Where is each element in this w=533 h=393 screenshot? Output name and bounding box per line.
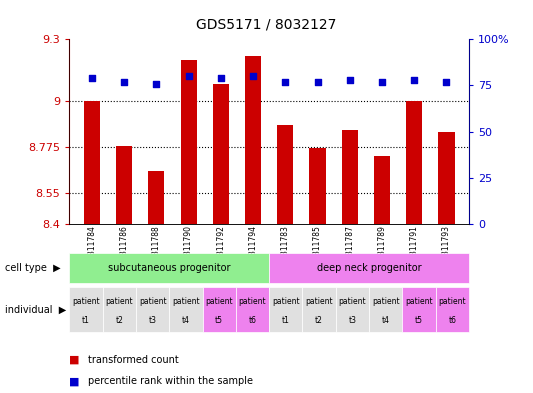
Text: patient: patient bbox=[106, 297, 133, 306]
Text: t3: t3 bbox=[349, 316, 357, 325]
Point bbox=[313, 79, 322, 85]
Text: cell type  ▶: cell type ▶ bbox=[5, 263, 61, 273]
Bar bbox=[213, 84, 229, 224]
Bar bbox=[169, 287, 203, 332]
Point bbox=[345, 77, 354, 83]
Point bbox=[378, 79, 386, 85]
Bar bbox=[102, 287, 136, 332]
Point bbox=[442, 79, 451, 85]
Bar bbox=[402, 287, 436, 332]
Text: t1: t1 bbox=[82, 316, 90, 325]
Text: patient: patient bbox=[338, 297, 366, 306]
Point bbox=[216, 75, 225, 81]
Bar bbox=[269, 287, 303, 332]
Bar bbox=[439, 132, 455, 224]
Text: patient: patient bbox=[205, 297, 233, 306]
Bar bbox=[69, 253, 269, 283]
Bar bbox=[236, 287, 269, 332]
Bar bbox=[181, 60, 197, 224]
Text: patient: patient bbox=[72, 297, 100, 306]
Bar bbox=[369, 287, 402, 332]
Bar bbox=[336, 287, 369, 332]
Text: t4: t4 bbox=[382, 316, 390, 325]
Point bbox=[249, 73, 257, 79]
Text: t4: t4 bbox=[182, 316, 190, 325]
Text: individual  ▶: individual ▶ bbox=[5, 305, 67, 314]
Bar bbox=[436, 287, 469, 332]
Text: t2: t2 bbox=[315, 316, 323, 325]
Text: percentile rank within the sample: percentile rank within the sample bbox=[88, 376, 253, 386]
Point bbox=[281, 79, 289, 85]
Text: patient: patient bbox=[239, 297, 266, 306]
Bar bbox=[148, 171, 164, 224]
Bar bbox=[406, 101, 422, 224]
Bar bbox=[245, 56, 261, 224]
Point bbox=[120, 79, 128, 85]
Text: t6: t6 bbox=[248, 316, 256, 325]
Text: patient: patient bbox=[272, 297, 300, 306]
Bar bbox=[277, 125, 293, 224]
Text: patient: patient bbox=[305, 297, 333, 306]
Text: patient: patient bbox=[172, 297, 200, 306]
Text: patient: patient bbox=[139, 297, 166, 306]
Text: patient: patient bbox=[372, 297, 400, 306]
Text: transformed count: transformed count bbox=[88, 354, 179, 365]
Text: t6: t6 bbox=[448, 316, 456, 325]
Point bbox=[410, 77, 418, 83]
Bar bbox=[269, 253, 469, 283]
Bar bbox=[374, 156, 390, 224]
Point bbox=[87, 75, 96, 81]
Text: ■: ■ bbox=[69, 376, 80, 386]
Bar bbox=[136, 287, 169, 332]
Text: t5: t5 bbox=[415, 316, 423, 325]
Text: patient: patient bbox=[405, 297, 433, 306]
Text: patient: patient bbox=[439, 297, 466, 306]
Text: t3: t3 bbox=[149, 316, 157, 325]
Bar bbox=[84, 101, 100, 224]
Text: t1: t1 bbox=[282, 316, 290, 325]
Bar bbox=[310, 148, 326, 224]
Text: t5: t5 bbox=[215, 316, 223, 325]
Bar bbox=[342, 130, 358, 224]
Text: t2: t2 bbox=[115, 316, 123, 325]
Text: deep neck progenitor: deep neck progenitor bbox=[317, 263, 422, 273]
Bar bbox=[303, 287, 336, 332]
Point bbox=[152, 81, 160, 87]
Bar bbox=[203, 287, 236, 332]
Text: ■: ■ bbox=[69, 354, 80, 365]
Text: GDS5171 / 8032127: GDS5171 / 8032127 bbox=[196, 18, 337, 32]
Bar bbox=[116, 146, 132, 224]
Bar bbox=[69, 287, 102, 332]
Text: subcutaneous progenitor: subcutaneous progenitor bbox=[108, 263, 230, 273]
Point bbox=[184, 73, 193, 79]
